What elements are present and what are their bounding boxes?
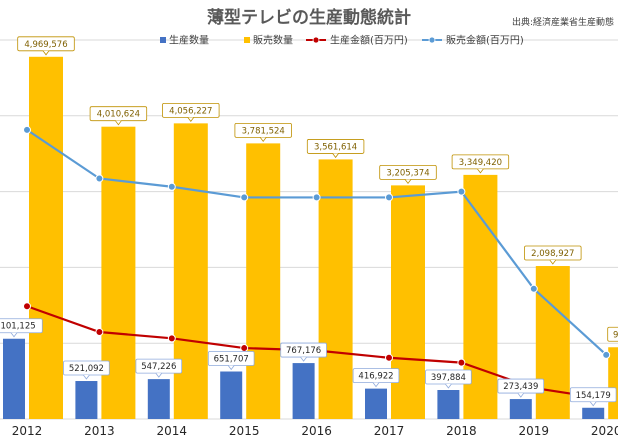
bar-production-quantity [582, 407, 605, 419]
production-amount-point [95, 328, 104, 337]
x-tick-label: 2016 [301, 424, 332, 438]
svg-text:651,707: 651,707 [214, 355, 249, 365]
legend-label: 生産数量 [169, 34, 209, 47]
production-quantity-label: 521,092 [63, 360, 110, 380]
data-labels: 4,969,576 1,101,125 4,010,624 521,092 4,056,… [0, 36, 618, 407]
production-amount-point [457, 358, 466, 367]
svg-text:547,226: 547,226 [141, 362, 176, 372]
production-amount-point [385, 353, 393, 362]
x-tick-label: 2018 [446, 424, 477, 438]
bar-sales-quantity [535, 266, 570, 419]
x-tick-label: 2015 [229, 424, 260, 438]
sales-amount-point [529, 284, 538, 293]
bar-production-quantity [509, 399, 532, 419]
sales-quantity-label: 3,349,420 [451, 154, 510, 174]
sales-quantity-label: 3,561,614 [306, 139, 365, 159]
x-tick-label: 2012 [12, 424, 43, 438]
x-tick-label: 2013 [84, 424, 115, 438]
sales-quantity-label: 3,781,524 [234, 122, 292, 143]
production-amount-point [23, 302, 31, 311]
x-tick-label: 2017 [374, 424, 405, 438]
svg-text:521,092: 521,092 [69, 364, 104, 374]
sales-quantity-label: 4,056,227 [162, 102, 220, 123]
production-quantity-label: 547,226 [135, 358, 183, 378]
legend-swatch [244, 37, 250, 43]
svg-text:397,884: 397,884 [431, 373, 466, 383]
bar-production-quantity [292, 363, 315, 419]
svg-text:4,056,227: 4,056,227 [169, 106, 212, 116]
production-quantity-label: 397,884 [425, 369, 472, 389]
bar-sales-quantity [173, 123, 208, 419]
svg-text:984,3: 984,3 [613, 330, 618, 340]
production-quantity-label: 767,176 [280, 342, 327, 362]
production-amount-point [167, 334, 176, 343]
sales-amount-point [167, 182, 176, 191]
x-tick-label: 2019 [519, 424, 550, 438]
svg-text:416,922: 416,922 [358, 372, 393, 382]
x-tick-label: 2014 [157, 424, 188, 438]
sales-amount-point [602, 350, 611, 359]
chart-title: 薄型テレビの生産動態統計 [207, 7, 411, 28]
bar-sales-quantity [246, 143, 281, 419]
legend-item: 生産金額(百万円) [306, 34, 408, 47]
sales-quantity-label: 984,3 [607, 326, 618, 342]
production-quantity-label: 273,439 [497, 378, 545, 398]
production-quantity-label: 154,179 [569, 387, 617, 407]
sales-quantity-label: 4,969,576 [17, 36, 75, 56]
svg-text:767,176: 767,176 [286, 346, 321, 356]
sales-amount-point [312, 193, 321, 202]
bar-sales-quantity [318, 159, 353, 419]
svg-text:4,969,576: 4,969,576 [24, 40, 67, 50]
bar-sales-quantity [608, 347, 618, 419]
bar-production-quantity [365, 388, 387, 419]
bar-production-quantity [75, 381, 98, 419]
legend: 生産数量 販売数量 生産金額(百万円) 販売金額(百万円) [160, 34, 524, 47]
bar-sales-quantity [29, 56, 63, 419]
svg-text:3,781,524: 3,781,524 [242, 126, 285, 136]
production-quantity-label: 651,707 [207, 351, 255, 371]
bar-production-quantity [3, 338, 25, 419]
chart-source: 出典:経済産業省生産動態 [512, 16, 614, 28]
bar-series [3, 56, 618, 420]
legend-item: 販売金額(百万円) [422, 34, 524, 47]
legend-label: 販売金額(百万円) [446, 34, 524, 47]
legend-label: 販売数量 [253, 34, 293, 47]
svg-text:4,010,624: 4,010,624 [97, 110, 140, 120]
sales-amount-point [23, 125, 31, 134]
legend-swatch [160, 37, 166, 43]
sales-quantity-label: 2,098,927 [524, 245, 582, 265]
legend-item: 生産数量 [160, 34, 209, 47]
svg-text:154,179: 154,179 [576, 391, 611, 401]
bar-sales-quantity [391, 185, 425, 419]
production-amount-point [240, 344, 249, 353]
sales-amount-point [385, 193, 393, 202]
svg-text:273,439: 273,439 [503, 382, 538, 392]
production-quantity-label: 416,922 [352, 368, 400, 388]
bar-production-quantity [220, 371, 243, 419]
bar-production-quantity [147, 379, 170, 419]
legend-label: 生産金額(百万円) [330, 34, 408, 47]
svg-text:3,205,374: 3,205,374 [386, 168, 429, 178]
sales-amount-point [240, 193, 249, 202]
x-tick-label: 2020 [591, 424, 618, 438]
svg-text:3,561,614: 3,561,614 [314, 142, 357, 152]
production-quantity-label: 1,101,125 [0, 318, 43, 338]
x-axis-ticks: 2012 2013 2014 2015 2016 2017 2018 2019 2020 [12, 424, 618, 438]
bar-production-quantity [437, 390, 460, 419]
sales-amount-point [457, 187, 466, 196]
svg-text:2,098,927: 2,098,927 [531, 249, 574, 259]
sales-quantity-label: 3,205,374 [379, 164, 437, 185]
sales-amount-point [95, 174, 104, 183]
legend-item: 販売数量 [244, 34, 293, 47]
svg-text:3,349,420: 3,349,420 [459, 158, 502, 168]
svg-text:1,101,125: 1,101,125 [0, 322, 36, 332]
sales-quantity-label: 4,010,624 [89, 106, 148, 126]
